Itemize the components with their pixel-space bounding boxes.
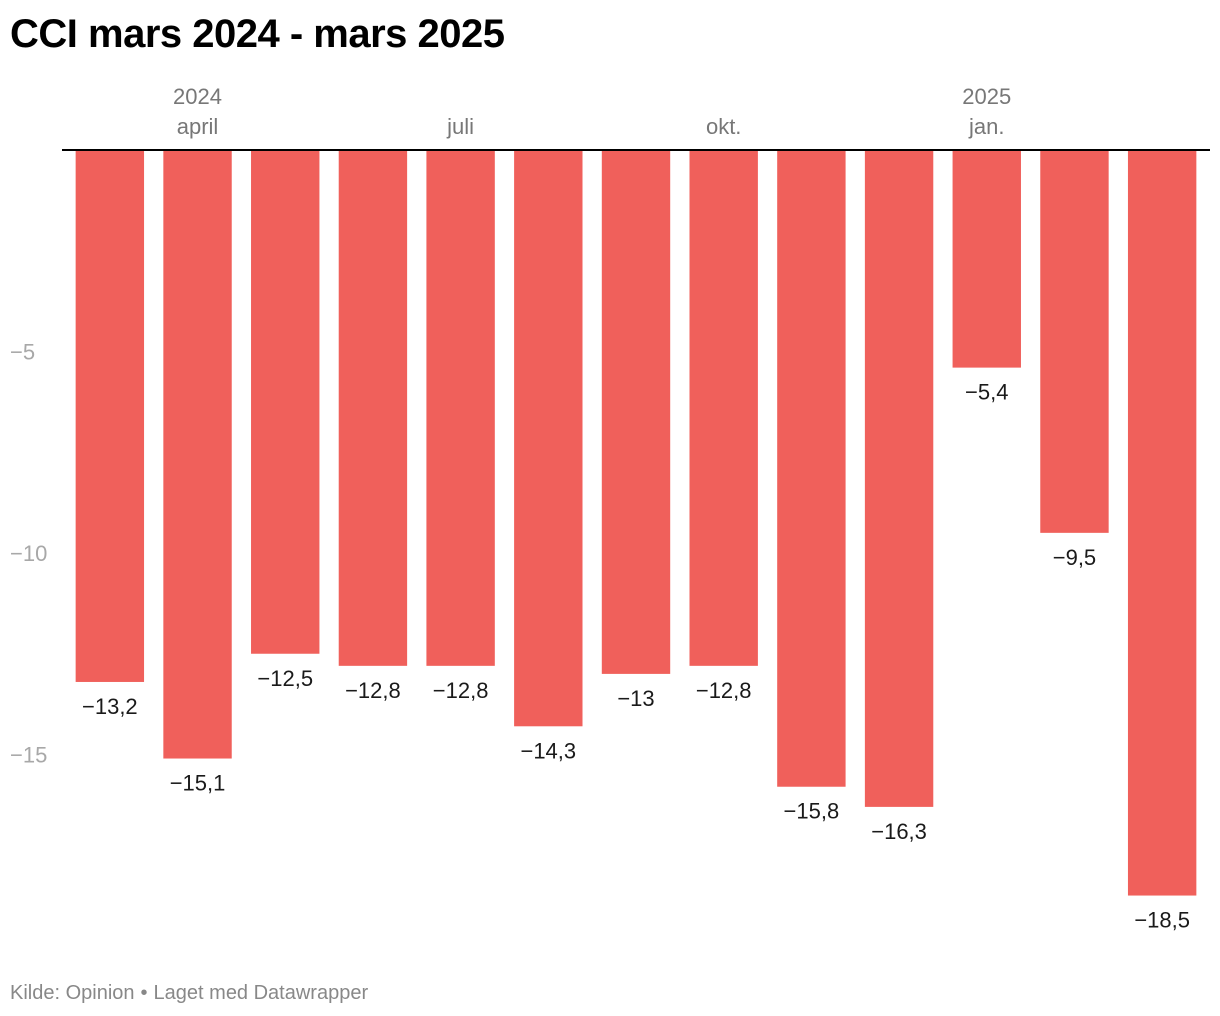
value-label: −12,8 [696, 678, 752, 703]
bar-chart: −5−10−15 −13,2−15,1−12,5 −12,8 −12,8−14,3−… [10, 84, 1210, 933]
value-label: −9,5 [1053, 545, 1096, 570]
bars [75, 150, 1197, 896]
value-label: −13,2 [82, 694, 138, 719]
y-tick-label: −5 [10, 340, 35, 365]
y-axis-ticks: −5 −10 −15 [10, 340, 47, 768]
bar [426, 150, 495, 666]
x-tick-label: april [177, 114, 219, 139]
value-label: −12,8 [345, 678, 401, 703]
value-label: −15,1 [170, 771, 226, 796]
value-label: −15,8 [784, 799, 840, 824]
value-label: −12,8 [433, 678, 489, 703]
x-tick-year: 2025 [962, 84, 1011, 109]
bar [75, 150, 145, 682]
x-tick-label: jan. [968, 114, 1004, 139]
bar [251, 150, 320, 654]
value-label: −5,4 [965, 380, 1008, 405]
bar [864, 150, 934, 807]
x-tick-label: juli [446, 114, 474, 139]
value-label: −14,3 [520, 738, 576, 763]
value-label: −16,3 [871, 819, 927, 844]
value-label: −18,5 [1134, 908, 1190, 933]
footer-separator: • [140, 982, 148, 1004]
footer: Kilde: Opinion • Laget med Datawrapper [10, 982, 368, 1005]
credit-label: Laget med Datawrapper [153, 982, 369, 1004]
value-labels: −13,2 −15,1 −12,5 −12,8 −12,8 −14,3 −13 −12,8 −1… [82, 380, 1190, 933]
bar [689, 150, 758, 666]
value-label: −13 [617, 686, 654, 711]
source-label: Kilde: Opinion [10, 982, 135, 1004]
x-axis-ticks: 2024 april juli okt. 2025 jan. [173, 84, 1011, 139]
bar [777, 150, 846, 787]
y-tick-label: −15 [10, 743, 47, 768]
y-tick-label: −10 [10, 541, 47, 566]
bar [952, 150, 1021, 368]
bar [163, 150, 232, 759]
bar [1040, 150, 1109, 533]
bar [601, 150, 671, 674]
bar [1127, 150, 1197, 896]
x-tick-label: okt. [706, 114, 741, 139]
value-label: −12,5 [257, 666, 313, 691]
x-tick-year: 2024 [173, 84, 222, 109]
bar [514, 150, 583, 727]
chart-title: CCI mars 2024 - mars 2025 [10, 12, 505, 56]
bar [338, 150, 408, 666]
